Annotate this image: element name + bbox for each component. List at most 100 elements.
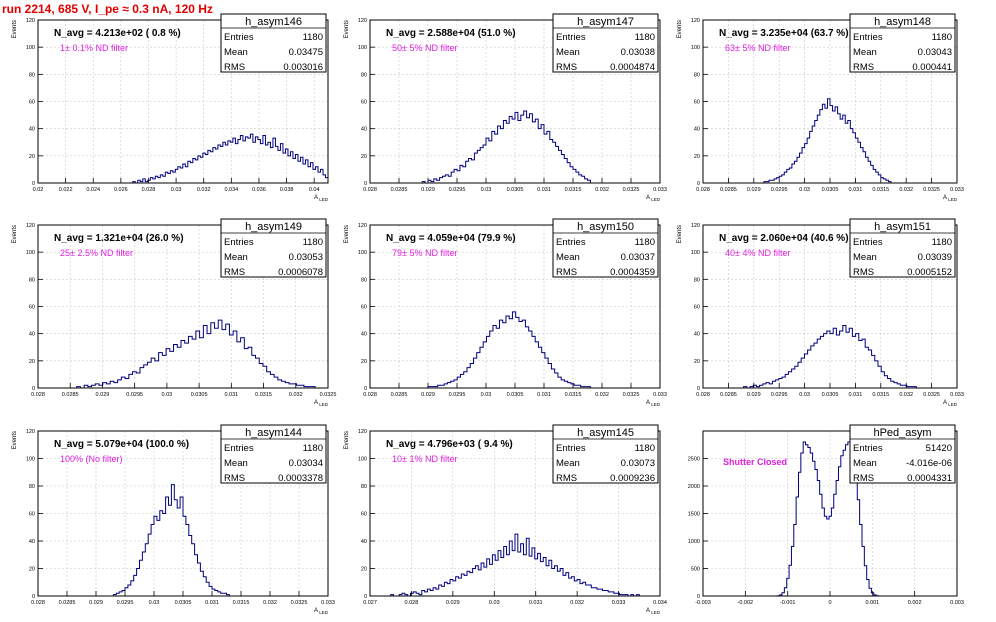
stats-value: 1180 [932, 237, 952, 248]
x-tick-label: 0.028 [696, 187, 710, 193]
x-tick-label: 0.0285 [720, 187, 737, 193]
stats-label: Entries [224, 443, 254, 454]
x-tick-label: 0.0315 [233, 600, 250, 606]
x-tick-label: 0.0285 [391, 187, 408, 193]
stats-value: 0.0009236 [610, 473, 655, 484]
y-tick-label: 80 [29, 277, 35, 283]
stats-label: Entries [224, 237, 254, 248]
x-tick-label: 0.0295 [771, 187, 788, 193]
y-tick-label: 80 [29, 484, 35, 490]
x-tick-label: 0.031 [537, 187, 551, 193]
x-tick-label: 0.002 [908, 600, 922, 606]
stats-value: 0.000441 [912, 62, 952, 73]
x-tick-label: 0.033 [653, 187, 667, 193]
stats-histogram-name: h_asym146 [245, 16, 302, 28]
run-title: run 2214, 685 V, I_pe ≈ 0.3 nA, 120 Hz [2, 2, 213, 16]
stats-box [220, 13, 327, 73]
x-tick-label: 0.033 [950, 187, 964, 193]
x-tick-label: 0.0295 [449, 392, 466, 398]
stats-value: 0.0003378 [278, 473, 323, 484]
x-tick-label: 0.029 [89, 600, 103, 606]
x-tick-label: 0.029 [96, 392, 110, 398]
x-tick-label: 0.022 [59, 187, 73, 193]
stats-box [552, 13, 659, 73]
x-tick-label: 0.031 [224, 392, 238, 398]
x-tick-label: 0.027 [363, 600, 377, 606]
x-tick-label: 0.0325 [623, 392, 640, 398]
x-tick-label: 0.0315 [872, 187, 889, 193]
stats-label: RMS [224, 62, 245, 73]
stats-box [849, 424, 956, 484]
stats-box [220, 218, 327, 278]
stats-value: 1180 [635, 237, 655, 248]
stats-value: 1180 [303, 443, 323, 454]
y-tick-label: 60 [694, 305, 700, 311]
stats-label: Mean [556, 47, 580, 58]
y-tick-label: 100 [358, 457, 367, 463]
y-tick-label: 500 [691, 567, 700, 573]
x-tick-label: 0.03 [171, 187, 182, 193]
stats-label: Entries [224, 32, 254, 43]
y-tick-label: 120 [358, 223, 367, 229]
x-axis-label: A LED [646, 400, 661, 407]
histogram-title: N_avg = 3.235e+04 (63.7 %) [719, 28, 849, 39]
stats-label: Mean [853, 252, 877, 263]
y-tick-label: 120 [358, 18, 367, 24]
stats-label: Mean [556, 252, 580, 263]
y-tick-label: 120 [26, 223, 35, 229]
histogram-title: N_avg = 4.059e+04 (79.9 %) [386, 233, 516, 244]
y-tick-label: 80 [694, 72, 700, 78]
y-axis-label: Events [677, 20, 683, 38]
stats-histogram-name: h_asym150 [577, 221, 634, 233]
x-tick-label: 0.028 [696, 392, 710, 398]
stats-label: Mean [556, 458, 580, 469]
x-tick-label: 0.0295 [771, 392, 788, 398]
y-axis-label: Events [12, 225, 18, 243]
y-tick-label: 0 [32, 386, 35, 392]
filter-note: 50± 5% ND filter [392, 43, 457, 53]
filter-note: 1± 0.1% ND filter [60, 43, 128, 53]
y-tick-label: 20 [694, 154, 700, 160]
stats-label: Entries [556, 32, 586, 43]
y-tick-label: 0 [697, 181, 700, 187]
histogram-series [127, 133, 329, 184]
histogram-panel-h_asym145: 0.027 0.028 0.029 0.03 0.031 0.032 0.033 0.034 0… [344, 424, 667, 615]
stats-value: 0.0004874 [610, 62, 655, 73]
stats-value: 0.0005152 [907, 267, 952, 278]
stats-value: 0.03043 [918, 47, 952, 58]
stats-label: Entries [853, 32, 883, 43]
x-tick-label: 0.0325 [623, 187, 640, 193]
stats-label: Entries [853, 237, 883, 248]
y-tick-label: 1000 [688, 539, 700, 545]
y-tick-label: 20 [29, 359, 35, 365]
histogram-panel-h_asym148: 0.028 0.0285 0.029 0.0295 0.03 0.0305 0.031 0.0… [677, 13, 964, 202]
y-tick-label: 2500 [688, 457, 700, 463]
x-tick-label: 0.03 [489, 600, 500, 606]
x-axis-label: A LED [943, 400, 958, 407]
stats-box [220, 424, 327, 484]
filter-note: 63± 5% ND filter [725, 43, 790, 53]
filter-note: 79± 5% ND filter [392, 248, 457, 258]
stats-value: 0.003016 [283, 62, 323, 73]
y-tick-label: 1500 [688, 512, 700, 518]
x-tick-label: 0.038 [280, 187, 294, 193]
y-tick-label: 60 [29, 100, 35, 106]
histogram-series [76, 319, 316, 389]
y-tick-label: 2000 [688, 484, 700, 490]
x-tick-label: 0.0295 [126, 392, 143, 398]
x-tick-label: -0.003 [695, 600, 711, 606]
y-tick-label: 20 [361, 359, 367, 365]
stats-label: Entries [556, 237, 586, 248]
stats-label: Mean [224, 252, 248, 263]
x-tick-label: 0.0305 [175, 600, 192, 606]
x-tick-label: 0.03 [149, 600, 160, 606]
x-tick-label: 0.026 [114, 187, 128, 193]
x-tick-label: 0.0325 [923, 392, 940, 398]
y-axis-label: Events [344, 20, 350, 38]
x-axis-label: A LED [646, 195, 661, 202]
stats-label: Mean [853, 47, 877, 58]
x-tick-label: 0.032 [899, 187, 913, 193]
y-tick-label: 60 [361, 100, 367, 106]
filter-note: 100% (No filter) [60, 454, 123, 464]
x-axis-label: A LED [314, 608, 329, 615]
